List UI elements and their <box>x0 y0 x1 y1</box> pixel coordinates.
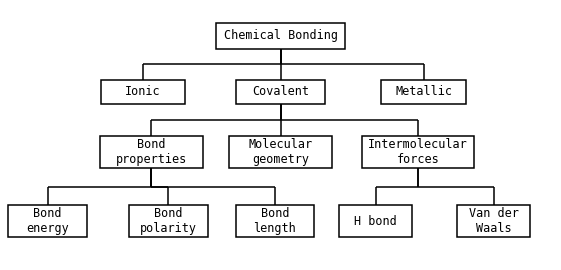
FancyBboxPatch shape <box>457 205 530 237</box>
FancyBboxPatch shape <box>8 205 87 237</box>
FancyBboxPatch shape <box>129 205 208 237</box>
Text: Molecular
geometry: Molecular geometry <box>249 138 312 167</box>
Text: Bond
length: Bond length <box>254 207 296 235</box>
FancyBboxPatch shape <box>339 205 412 237</box>
Text: Bond
properties: Bond properties <box>116 138 187 167</box>
FancyBboxPatch shape <box>216 23 345 49</box>
FancyBboxPatch shape <box>100 136 203 168</box>
Text: Bond
polarity: Bond polarity <box>140 207 197 235</box>
FancyBboxPatch shape <box>229 136 332 168</box>
FancyBboxPatch shape <box>101 80 185 104</box>
FancyBboxPatch shape <box>381 80 466 104</box>
Text: Chemical Bonding: Chemical Bonding <box>223 29 338 42</box>
Text: Van der
Waals: Van der Waals <box>469 207 518 235</box>
Text: Ionic: Ionic <box>125 85 161 98</box>
Text: Bond
energy: Bond energy <box>26 207 69 235</box>
FancyBboxPatch shape <box>236 205 314 237</box>
FancyBboxPatch shape <box>236 80 325 104</box>
Text: Metallic: Metallic <box>395 85 452 98</box>
Text: Intermolecular
forces: Intermolecular forces <box>368 138 468 167</box>
Text: Covalent: Covalent <box>252 85 309 98</box>
Text: H bond: H bond <box>355 215 397 228</box>
FancyBboxPatch shape <box>362 136 474 168</box>
